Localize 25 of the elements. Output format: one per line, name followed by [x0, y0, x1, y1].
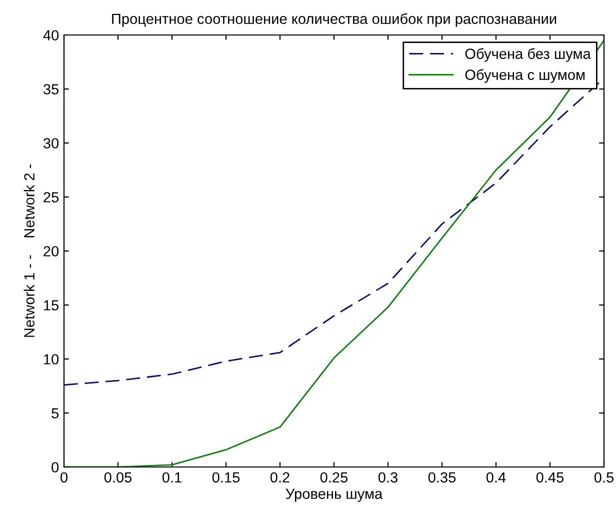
y-tick-label: 20 — [44, 246, 59, 256]
y-tick-label: 5 — [52, 408, 59, 418]
y-tick-label: 15 — [44, 300, 59, 310]
y-tick-label: 0 — [52, 462, 59, 472]
x-tick-label: 0.25 — [320, 472, 348, 483]
x-tick-label: 0.5 — [594, 472, 614, 483]
legend-label: Обучена с шумом — [465, 69, 585, 83]
x-tick-label: 0.4 — [486, 472, 506, 483]
x-tick-label: 0.05 — [104, 472, 132, 483]
x-tick-label: 0.45 — [536, 472, 564, 483]
x-tick-label: 0.35 — [428, 472, 456, 483]
y-axis-title: Network 1 - - Network 2 - — [24, 164, 34, 337]
y-tick-label: 10 — [44, 354, 59, 364]
y-tick-label: 25 — [44, 192, 59, 202]
y-tick-label: 35 — [43, 84, 59, 94]
x-tick-label: 0.2 — [270, 472, 290, 483]
legend-label: Обучена без шума — [465, 48, 591, 62]
y-tick-label: 30 — [43, 138, 59, 148]
chart-title: Процентное соотношение количества ошибок при распознавании — [112, 13, 556, 27]
x-tick-label: 0 — [60, 472, 68, 483]
x-tick-label: 0.3 — [378, 472, 398, 483]
x-tick-label: 0.1 — [162, 472, 182, 483]
x-axis-title: Уровень шума — [286, 488, 383, 502]
x-tick-label: 0.15 — [212, 472, 240, 483]
y-tick-label: 40 — [43, 30, 59, 40]
